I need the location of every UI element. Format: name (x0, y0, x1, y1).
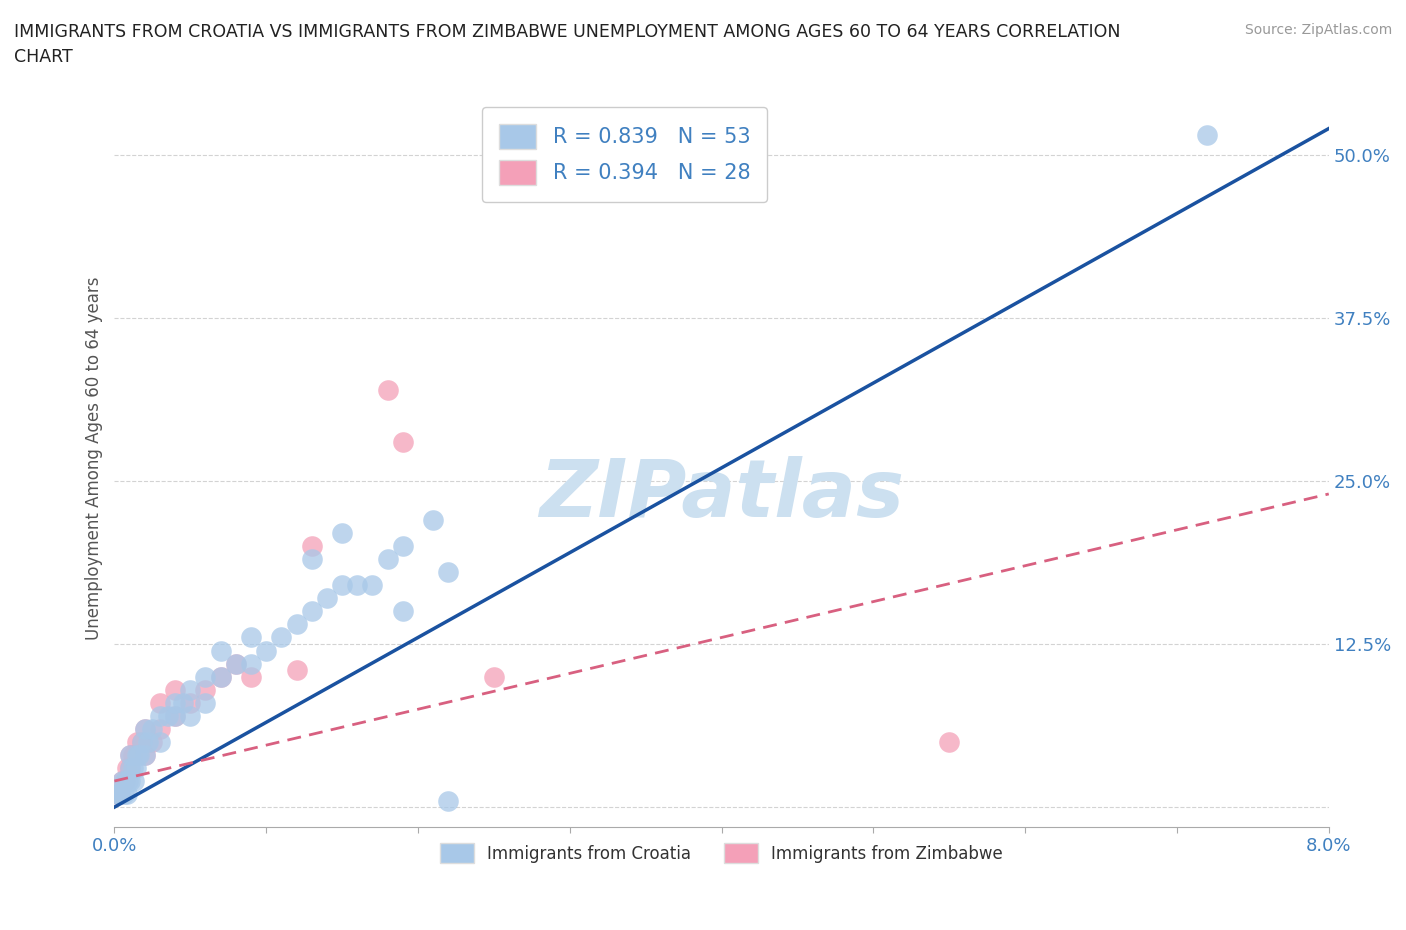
Point (141, 735, 163, 750)
Legend: Immigrants from Croatia, Immigrants from Zimbabwe: Immigrants from Croatia, Immigrants from… (433, 836, 1010, 870)
Point (1197, 127, 1219, 142)
Point (225, 657, 247, 671)
Point (194, 670, 217, 684)
Point (172, 696, 194, 711)
Point (254, 644, 277, 658)
Point (118, 761, 141, 776)
Point (124, 761, 146, 776)
Point (179, 709, 201, 724)
Point (209, 644, 232, 658)
Point (136, 735, 159, 750)
Point (209, 670, 232, 684)
Point (149, 709, 172, 724)
Point (122, 774, 145, 789)
Point (392, 538, 415, 553)
Point (330, 525, 353, 540)
Point (134, 722, 156, 737)
Point (194, 696, 217, 711)
Point (346, 578, 368, 592)
Point (110, 787, 132, 802)
Point (240, 657, 263, 671)
Point (156, 709, 179, 724)
Text: Source: ZipAtlas.com: Source: ZipAtlas.com (1244, 23, 1392, 37)
Point (115, 761, 138, 776)
Point (128, 748, 150, 763)
Text: IMMIGRANTS FROM CROATIA VS IMMIGRANTS FROM ZIMBABWE UNEMPLOYMENT AMONG AGES 60 T: IMMIGRANTS FROM CROATIA VS IMMIGRANTS FR… (14, 23, 1121, 66)
Point (240, 670, 263, 684)
Point (165, 683, 187, 698)
Point (270, 630, 292, 644)
Point (316, 591, 339, 605)
Point (377, 551, 399, 566)
Point (240, 630, 263, 644)
Point (194, 683, 217, 698)
Point (134, 722, 156, 737)
Point (118, 761, 141, 776)
Point (127, 748, 149, 763)
Point (112, 787, 135, 802)
Y-axis label: Unemployment Among Ages 60 to 64 years: Unemployment Among Ages 60 to 64 years (86, 276, 103, 640)
Point (179, 683, 201, 698)
Point (179, 696, 201, 711)
Point (209, 670, 232, 684)
Point (127, 735, 149, 750)
Point (108, 787, 131, 802)
Point (121, 761, 143, 776)
Point (121, 748, 143, 763)
Point (107, 787, 129, 802)
Point (149, 722, 172, 737)
Point (131, 735, 153, 750)
Point (141, 722, 163, 737)
Point (131, 735, 153, 750)
Point (301, 604, 323, 618)
Point (118, 748, 141, 763)
Point (165, 709, 187, 724)
Point (301, 551, 323, 566)
Point (134, 748, 156, 763)
Point (392, 604, 415, 618)
Point (938, 735, 960, 750)
Point (115, 787, 138, 802)
Point (437, 565, 460, 579)
Point (301, 538, 323, 553)
Point (107, 787, 129, 802)
Text: ZIPatlas: ZIPatlas (538, 456, 904, 534)
Point (114, 774, 136, 789)
Point (225, 657, 247, 671)
Point (118, 774, 141, 789)
Point (377, 382, 399, 397)
Point (117, 774, 139, 789)
Point (422, 512, 444, 527)
Point (110, 787, 132, 802)
Point (111, 774, 134, 789)
Point (165, 709, 187, 724)
Point (285, 617, 308, 631)
Point (114, 774, 136, 789)
Point (361, 578, 384, 592)
Point (111, 774, 134, 789)
Point (437, 793, 460, 808)
Point (482, 670, 505, 684)
Point (118, 748, 141, 763)
Point (134, 748, 156, 763)
Point (165, 696, 187, 711)
Point (392, 434, 415, 449)
Point (149, 696, 172, 711)
Point (285, 663, 308, 678)
Point (149, 735, 172, 750)
Point (330, 578, 353, 592)
